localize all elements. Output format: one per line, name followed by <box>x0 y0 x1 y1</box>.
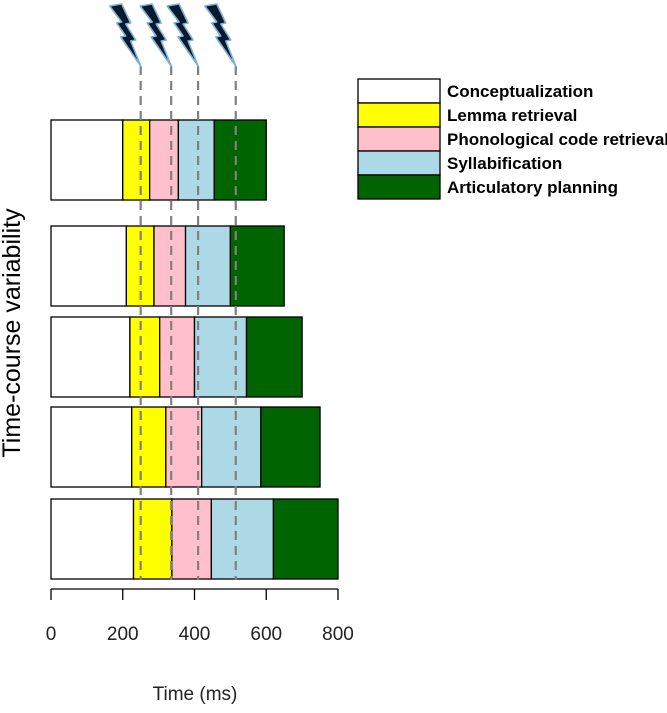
bar-4-articulatory-planning <box>260 406 321 488</box>
x-tick-label: 200 <box>107 624 139 645</box>
x-tick-label: 400 <box>179 624 211 645</box>
legend-swatch-conceptualization <box>357 78 441 104</box>
bar-3-conceptualization <box>50 316 131 398</box>
bar-1-articulatory-planning <box>213 119 267 201</box>
bar-3-syllabification <box>193 316 248 398</box>
reference-lines <box>139 66 237 580</box>
bar-2-articulatory-planning <box>229 225 285 307</box>
bar-1-conceptualization <box>50 119 124 201</box>
bar-4-lemma-retrieval <box>131 406 167 488</box>
legend-label-conceptualization: Conceptualization <box>447 82 593 101</box>
bar-1-lemma-retrieval <box>122 119 151 201</box>
legend: Conceptualization Lemma retrieval Phonolog… <box>357 78 667 200</box>
bar-5-conceptualization <box>50 498 135 580</box>
lightning-icon <box>203 3 237 67</box>
bar-5-articulatory-planning <box>272 498 339 580</box>
lightning-icon <box>166 3 199 67</box>
bar-2-phonological-code-retrieval <box>153 225 187 307</box>
legend-label-articulatory-planning: Articulatory planning <box>447 178 618 197</box>
legend-swatch-articulatory-planning <box>357 174 441 200</box>
legend-label-syllabification: Syllabification <box>447 154 562 173</box>
bar-3-articulatory-planning <box>245 316 303 398</box>
x-tick-label: 600 <box>250 624 282 645</box>
x-tick-label: 800 <box>322 624 354 645</box>
bar-3-lemma-retrieval <box>129 316 161 398</box>
legend-swatch-phonological-code-retrieval <box>357 126 441 152</box>
bar-3-phonological-code-retrieval <box>159 316 196 398</box>
x-axis: 0 200 400 600 800 <box>46 588 354 645</box>
bar-4-syllabification <box>201 406 262 488</box>
bar-5-syllabification <box>210 498 275 580</box>
legend-label-phonological-code-retrieval: Phonological code retrieval <box>447 130 667 149</box>
bar-2-conceptualization <box>50 225 127 307</box>
legend-swatch-syllabification <box>357 150 441 176</box>
bar-5-phonological-code-retrieval <box>171 498 213 580</box>
bar-4-conceptualization <box>50 406 133 488</box>
x-axis-title: Time (ms) <box>153 684 238 705</box>
lightning-icon <box>108 3 142 67</box>
bar-1-phonological-code-retrieval <box>149 119 180 201</box>
legend-swatch-lemma-retrieval <box>357 102 441 128</box>
bar-5-lemma-retrieval <box>132 498 173 580</box>
lightning-markers <box>108 3 237 67</box>
bar-2-syllabification <box>184 225 232 307</box>
bars-layer <box>50 119 339 580</box>
y-axis-title: Time-course variability <box>0 208 26 458</box>
legend-label-lemma-retrieval: Lemma retrieval <box>447 106 577 125</box>
bar-1-syllabification <box>177 119 215 201</box>
lightning-icon <box>139 3 172 67</box>
x-tick-label: 0 <box>46 624 57 645</box>
